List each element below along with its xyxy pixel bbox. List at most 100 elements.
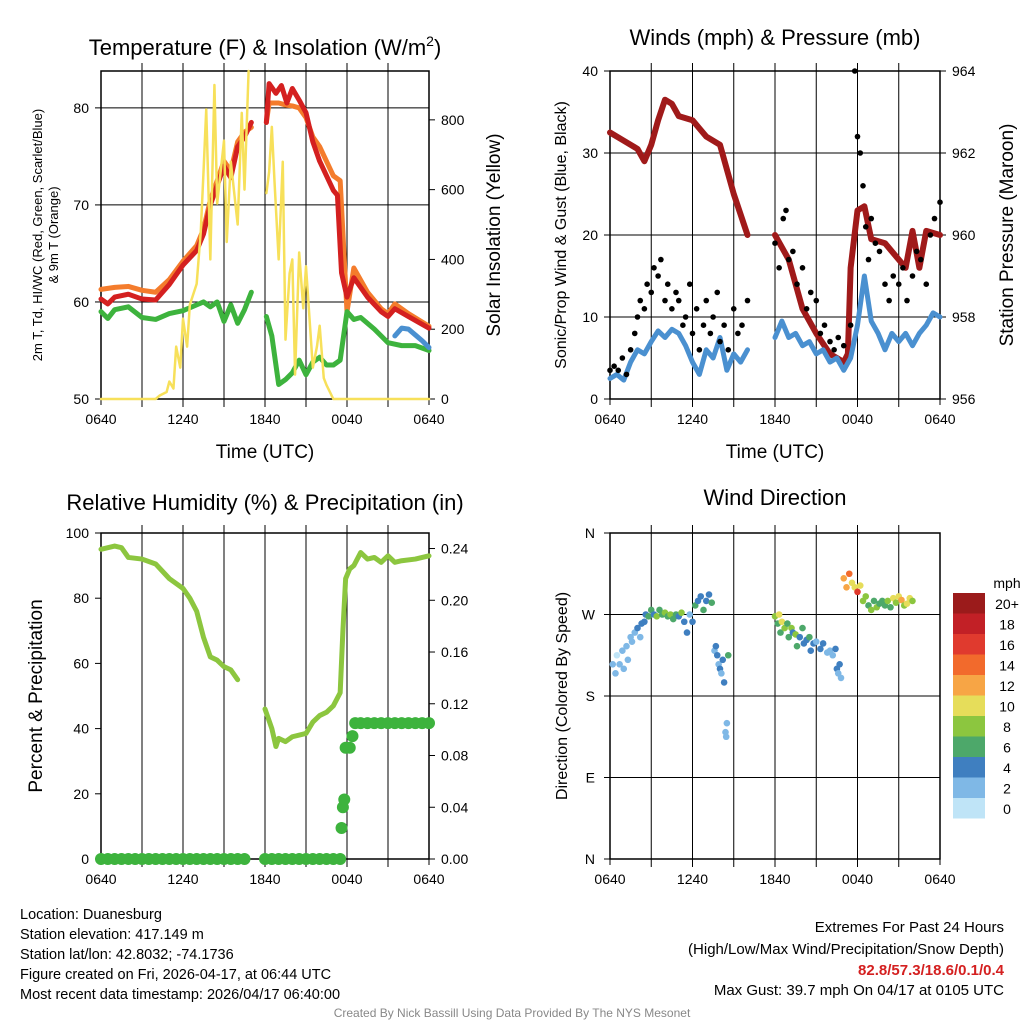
gust-point xyxy=(886,297,892,304)
gust-point xyxy=(917,256,924,263)
x-tick-label: 0640 xyxy=(413,871,444,887)
direction-point xyxy=(680,618,688,626)
direction-point xyxy=(778,618,786,626)
direction-point xyxy=(909,597,916,605)
gust-point xyxy=(651,265,657,271)
extremes-title: Extremes For Past 24 Hours xyxy=(814,919,1004,936)
x-tick-label: 0040 xyxy=(842,871,873,887)
gust-point xyxy=(669,306,675,312)
gust-point xyxy=(840,342,847,349)
series-line-td xyxy=(98,289,254,326)
gust-point xyxy=(680,322,686,329)
colorbar-swatch xyxy=(953,695,985,716)
series-line-pressure xyxy=(772,203,943,366)
direction-point xyxy=(689,618,696,626)
gust-point xyxy=(790,248,796,255)
y-tick-label: 40 xyxy=(73,721,89,737)
chart-title: Relative Humidity (%) & Precipitation (i… xyxy=(66,490,463,515)
x-tick-label: 1840 xyxy=(249,411,280,427)
gust-point xyxy=(868,215,875,222)
direction-point xyxy=(702,597,710,605)
direction-point xyxy=(867,606,875,614)
gust-point xyxy=(696,347,703,353)
direction-point xyxy=(628,638,636,645)
credit-text: Created By Nick Bassill Using Data Provi… xyxy=(333,1006,691,1020)
y-tick-label: 30 xyxy=(582,145,598,161)
direction-point xyxy=(713,651,721,659)
direction-point xyxy=(612,670,619,677)
gust-point xyxy=(615,367,622,374)
x-tick-label: 1240 xyxy=(677,871,708,887)
gust-point xyxy=(673,289,679,296)
gust-point xyxy=(895,281,902,288)
direction-point xyxy=(653,613,661,620)
direction-point xyxy=(785,633,793,641)
y2-tick-label: 0.12 xyxy=(441,696,468,712)
gust-point xyxy=(900,265,906,271)
gust-point xyxy=(686,281,693,288)
latlon-text: Station lat/lon: 42.8032; -74.1736 xyxy=(20,947,234,963)
colorbar-swatch xyxy=(953,757,985,778)
x-tick-label: 0040 xyxy=(331,411,362,427)
extremes-block: Extremes For Past 24 Hours (High/Low/Max… xyxy=(688,917,1004,1001)
direction-point xyxy=(723,719,731,727)
direction-point xyxy=(700,606,707,614)
gust-point xyxy=(927,232,934,238)
y2-tick-label: 960 xyxy=(952,227,976,243)
y-tick-label: 60 xyxy=(73,294,89,310)
direction-point xyxy=(636,633,644,641)
colorbar-swatch xyxy=(953,798,985,819)
colorbar-tick-label: 8 xyxy=(1003,719,1011,735)
gust-point xyxy=(860,183,866,189)
y-tick-label: W xyxy=(582,607,596,623)
colorbar-label: mph xyxy=(993,575,1020,591)
gust-point xyxy=(641,306,648,312)
direction-point xyxy=(624,656,632,664)
gust-point xyxy=(721,322,727,329)
direction-point xyxy=(784,620,791,627)
colorbar-swatch xyxy=(953,634,985,655)
x-axis-label: Time (UTC) xyxy=(216,442,315,463)
gust-point xyxy=(783,207,789,214)
direction-point xyxy=(819,640,827,647)
series-line-solar xyxy=(99,69,250,401)
gust-point xyxy=(799,265,806,271)
gust-point xyxy=(872,240,879,246)
gust-point xyxy=(854,133,861,140)
gust-point xyxy=(623,371,630,378)
series-line-td xyxy=(263,309,432,387)
gust-point xyxy=(744,297,751,304)
colorbar-tick-label: 20+ xyxy=(995,596,1019,612)
gust-point xyxy=(890,273,897,279)
gust-point xyxy=(739,322,745,329)
gust-point xyxy=(655,273,661,279)
direction-point xyxy=(796,633,804,641)
direction-point xyxy=(862,593,870,600)
gust-point xyxy=(923,281,930,288)
y2-tick-label: 958 xyxy=(952,309,976,325)
direction-point xyxy=(854,588,861,596)
direction-point xyxy=(845,570,853,578)
chart-title: Winds (mph) & Pressure (mb) xyxy=(630,25,921,50)
gust-point xyxy=(827,338,833,345)
direction-point xyxy=(678,609,685,616)
direction-point xyxy=(775,611,783,618)
y2-tick-label: 956 xyxy=(952,391,976,407)
x-tick-label: 0040 xyxy=(331,871,362,887)
gust-point xyxy=(707,330,714,337)
direction-point xyxy=(623,642,630,650)
y-tick-label: 80 xyxy=(73,590,89,606)
direction-point xyxy=(843,584,850,591)
y2-tick-label: 600 xyxy=(441,182,465,198)
series-line-rh xyxy=(98,543,241,683)
recent-data-text: Most recent data timestamp: 2026/04/17 0… xyxy=(20,987,341,1003)
panel-dir xyxy=(604,525,985,867)
gust-point xyxy=(619,355,626,361)
direction-point xyxy=(812,638,820,645)
gust-point xyxy=(857,150,864,156)
y-tick-label: N xyxy=(585,525,595,541)
precip-point xyxy=(338,793,351,806)
gust-point xyxy=(913,248,920,255)
y-tick-label: 0 xyxy=(81,851,89,867)
